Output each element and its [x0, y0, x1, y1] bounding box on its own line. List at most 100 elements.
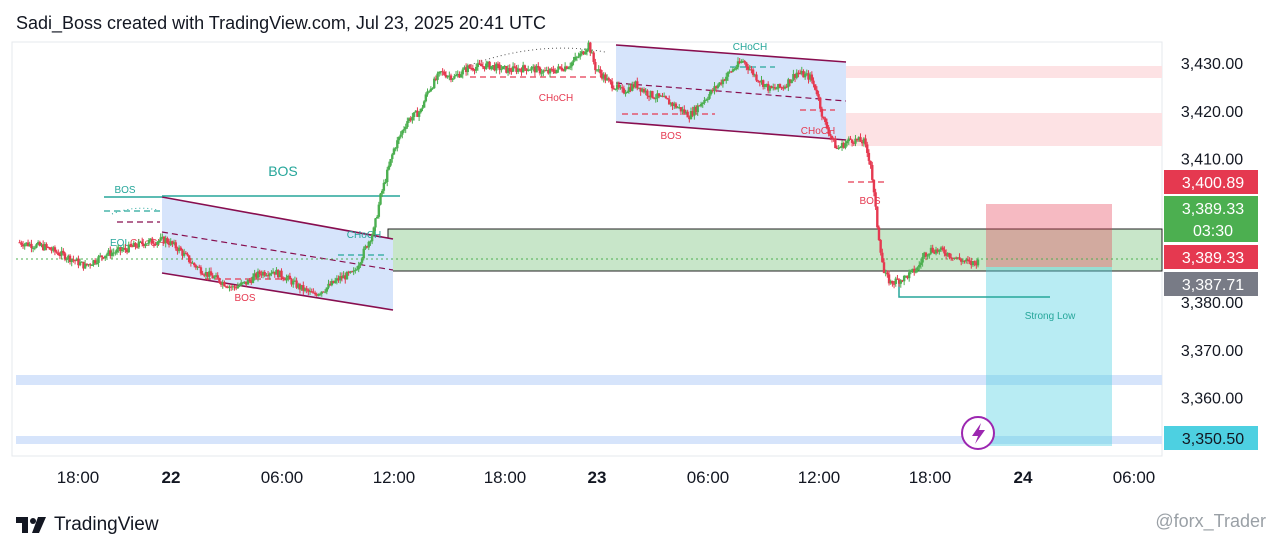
candle-body — [948, 253, 951, 258]
candle-body — [763, 84, 767, 87]
candle-body — [461, 69, 464, 75]
candle-body — [181, 250, 184, 256]
take-profit-box[interactable] — [986, 267, 1112, 446]
lightning-icon[interactable] — [961, 416, 995, 450]
candle-body — [105, 254, 109, 256]
candle-body — [580, 51, 584, 54]
candle-body — [434, 78, 438, 80]
candle-body — [92, 260, 95, 265]
tradingview-logo[interactable]: TradingView — [16, 514, 159, 536]
candle-body — [216, 275, 219, 279]
candle-body — [751, 69, 755, 75]
candle-body — [792, 74, 795, 80]
candle-body — [176, 248, 179, 252]
candle-body — [246, 279, 250, 285]
candle-body — [312, 292, 315, 294]
candle-body — [21, 244, 25, 247]
candle-body — [852, 142, 856, 144]
candle-body — [946, 253, 949, 256]
candle-body — [444, 74, 448, 78]
candle-body — [850, 139, 854, 143]
candle-body — [775, 88, 778, 90]
candle-body — [166, 238, 169, 243]
candle-body — [459, 74, 463, 78]
candle-body — [303, 288, 307, 291]
x-axis[interactable]: 18:00 22 06:00 12:00 18:00 23 06:00 12:00 18:00 2… — [57, 468, 1156, 487]
candle-body — [785, 86, 788, 88]
candle-body — [518, 68, 522, 70]
candle-body — [344, 275, 347, 280]
candle-body — [258, 271, 261, 274]
candle-body — [290, 279, 293, 285]
candle-body — [949, 257, 953, 259]
candle-body — [48, 247, 52, 250]
candle-body — [965, 259, 968, 262]
stop-loss-box[interactable] — [986, 204, 1112, 267]
candle-body — [352, 270, 355, 272]
candle-body — [486, 61, 490, 64]
candle-body — [135, 246, 139, 248]
candle-body — [362, 248, 365, 259]
candle-body — [397, 136, 401, 141]
candle-body — [600, 73, 604, 79]
candle-body — [748, 69, 751, 71]
candle-body — [120, 249, 124, 252]
candle-body — [238, 285, 241, 287]
candle-body — [370, 234, 374, 242]
candle-body — [560, 67, 563, 71]
candle-body — [490, 66, 493, 70]
y-axis[interactable]: 3,430.00 3,420.00 3,410.00 3,380.00 3,370.00… — [1181, 56, 1243, 408]
candle-body — [855, 138, 859, 141]
candle-body — [392, 148, 396, 155]
candle-body — [478, 63, 481, 65]
candle-body — [513, 66, 516, 68]
candle-body — [976, 259, 980, 266]
candle-body — [970, 260, 973, 266]
candle-body — [55, 251, 58, 253]
candle-body — [716, 85, 720, 88]
candle-body — [250, 280, 253, 283]
candle-body — [614, 89, 617, 91]
candle-body — [364, 246, 367, 249]
candle-body — [827, 128, 830, 135]
candle-body — [248, 279, 251, 281]
channel-left-bottom — [161, 272, 394, 311]
candle-body — [864, 138, 867, 145]
candle-body — [837, 147, 840, 149]
candle-body — [815, 89, 819, 95]
candle-body — [899, 280, 902, 284]
y-tick-label: 3,360.00 — [1181, 391, 1243, 408]
candle-body — [609, 79, 612, 82]
candle-body — [416, 110, 419, 117]
candle-body — [179, 247, 182, 251]
candle-body — [426, 91, 429, 95]
candle-body — [229, 286, 233, 288]
candle-body — [892, 283, 896, 285]
candle-body — [783, 86, 787, 89]
candle-body — [41, 244, 45, 250]
candle-body — [129, 244, 132, 247]
candle-body — [313, 292, 317, 295]
candle-body — [914, 270, 918, 273]
candle-body — [835, 148, 839, 150]
candle-body — [802, 71, 805, 78]
candle-body — [788, 79, 792, 84]
bos-label-ch1: BOS — [234, 293, 255, 304]
candle-body — [746, 66, 750, 70]
bos-label-left: BOS — [114, 185, 135, 196]
x-tick-label: 06:00 — [687, 468, 730, 487]
candle-body — [676, 107, 679, 109]
candle-body — [33, 247, 36, 249]
candle-body — [916, 267, 919, 271]
candle-body — [209, 271, 213, 276]
candle-body — [449, 75, 453, 80]
candle-body — [177, 247, 181, 252]
candle-body — [854, 138, 857, 144]
candle-body — [386, 169, 389, 182]
candle-body — [80, 261, 83, 263]
candle-body — [647, 95, 651, 98]
candle-body — [805, 73, 809, 75]
x-tick-label: 06:00 — [261, 468, 304, 487]
candle-body — [817, 94, 820, 98]
